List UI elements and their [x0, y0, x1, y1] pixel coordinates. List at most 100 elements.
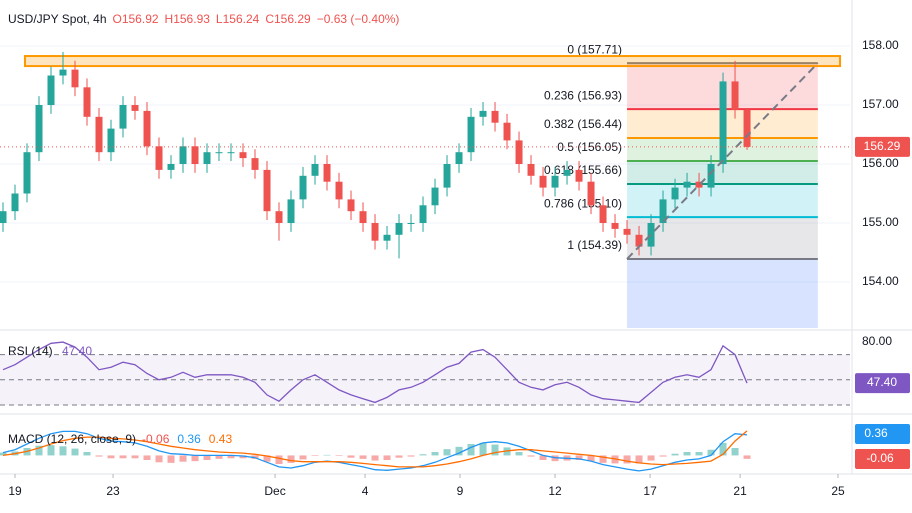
histogram-bar [419, 454, 427, 456]
rsi-value: 47.40 [62, 344, 92, 358]
price-label-box [855, 136, 910, 157]
candle-body [215, 152, 223, 154]
candle-body [119, 105, 127, 129]
candle-body [311, 164, 319, 176]
fib-label: 0 (157.71) [567, 42, 622, 56]
histogram-bar [227, 455, 235, 459]
candle-body [275, 211, 283, 223]
rsi-line [2, 341, 748, 404]
candle-body [671, 187, 679, 200]
macd-value: 0.43 [209, 432, 233, 446]
histogram-bar [743, 455, 751, 459]
x-tick-label: 9 [457, 484, 464, 498]
candle-body [743, 109, 751, 147]
histogram-bar [0, 452, 7, 456]
histogram-bar [455, 446, 463, 456]
histogram-bar [347, 455, 355, 458]
histogram-bar [275, 455, 283, 464]
candle-body [539, 175, 547, 188]
candle-body [323, 164, 331, 182]
y-tick-label: 156.00 [862, 156, 899, 170]
histogram-bar [143, 455, 151, 460]
fib-label: 0.786 (155.10) [544, 196, 622, 210]
candle-body [179, 146, 187, 164]
histogram-bar [683, 452, 691, 456]
histogram-bar [47, 445, 55, 456]
histogram-bar [323, 454, 331, 456]
histogram-bar [191, 455, 199, 462]
fib-band [627, 217, 818, 259]
macd-label-box [855, 424, 910, 444]
candle-body [143, 110, 151, 147]
candle-body [287, 199, 295, 223]
histogram-bar [107, 455, 115, 459]
histogram-bar [119, 455, 127, 459]
histogram-bar [527, 455, 535, 457]
histogram-bar [263, 455, 271, 462]
histogram-bar [719, 442, 727, 456]
candle-body [335, 181, 343, 200]
histogram-bar [623, 455, 631, 464]
histogram-bar [479, 442, 487, 456]
histogram-bar [83, 452, 91, 456]
histogram-bar [635, 455, 643, 464]
trendline [626, 62, 819, 260]
x-tick-label: 23 [106, 484, 120, 498]
fib-band [627, 184, 818, 218]
candle-body [503, 122, 511, 141]
fib-label: 1 (154.39) [567, 238, 622, 252]
header-item: −0.63 (−0.40%) [317, 12, 400, 26]
x-tick-label: 17 [643, 484, 657, 498]
candle-body [551, 175, 559, 188]
histogram-bar [359, 455, 367, 459]
histogram-bar [383, 455, 391, 460]
histogram-bar [71, 448, 79, 456]
candle-body [707, 164, 715, 188]
candle-body [239, 152, 247, 159]
candle-body [395, 222, 403, 235]
x-tick-label: 25 [831, 484, 845, 498]
histogram-bar [407, 455, 415, 457]
histogram-bar [431, 452, 439, 456]
candle-body [575, 169, 583, 182]
macd-title: MACD (12, 26, close, 9) [8, 432, 136, 446]
histogram-bar [599, 455, 607, 463]
header-item: L156.24 [216, 12, 260, 26]
histogram-bar [35, 445, 43, 456]
candle-body [467, 116, 475, 153]
header-item: H156.93 [165, 12, 211, 26]
candle-body [479, 110, 487, 117]
candle-body [599, 205, 607, 223]
fib-label: 0.5 (156.05) [557, 140, 622, 154]
histogram-bar [215, 455, 223, 459]
histogram-bar [95, 455, 103, 457]
x-tick-label: 12 [548, 484, 562, 498]
candle-body [203, 152, 211, 164]
histogram-bar [287, 455, 295, 463]
x-tick-label: 19 [8, 484, 22, 498]
histogram-bar [587, 455, 595, 462]
histogram-bar [299, 455, 307, 460]
candle-body [167, 164, 175, 170]
y-tick-label: 157.00 [862, 97, 899, 111]
candle-body [587, 181, 595, 206]
candle-body [227, 152, 235, 154]
fib-band [627, 161, 818, 185]
macd-label: 0.36 [864, 426, 888, 440]
header-item: C156.29 [265, 12, 311, 26]
candle-body [107, 128, 115, 153]
candle-body [683, 181, 691, 188]
histogram-bar [539, 455, 547, 460]
candle-body [431, 187, 439, 206]
y-tick-label: 155.00 [862, 215, 899, 229]
header-item: O156.92 [113, 12, 159, 26]
candle-body [383, 234, 391, 241]
histogram-bar [515, 452, 523, 456]
histogram-label-box [855, 449, 910, 469]
candle-body [659, 199, 667, 223]
candle-body [647, 222, 655, 247]
histogram-bar [659, 455, 667, 457]
candle-body [491, 110, 499, 123]
candle-body [635, 234, 643, 247]
